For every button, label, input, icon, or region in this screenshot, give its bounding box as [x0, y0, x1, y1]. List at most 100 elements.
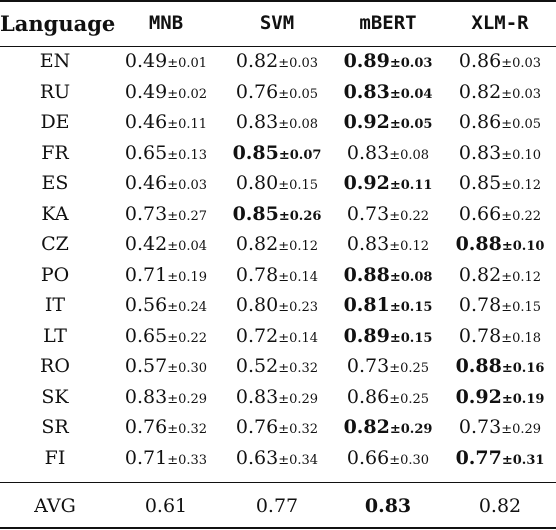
cell-stddev: ±0.30: [167, 361, 208, 377]
cell-value: 0.78: [235, 263, 279, 286]
cell-value: 0.73: [346, 355, 390, 378]
cell-value: 0.83: [346, 233, 390, 256]
cell-stddev: ±0.26: [278, 208, 322, 224]
cell-stddev: ±0.14: [278, 269, 319, 285]
cell-stddev: ±0.18: [501, 330, 542, 346]
avg-mnb: 0.61: [144, 495, 188, 517]
cell-stddev: ±0.25: [389, 361, 430, 377]
cell-stddev: ±0.32: [278, 361, 319, 377]
header-xlm-r: XLM-R: [471, 12, 529, 34]
cell-stddev: ±0.23: [278, 300, 319, 316]
row-language: RU: [39, 80, 71, 103]
row-language: PO: [40, 263, 70, 286]
cell-value: 0.66: [458, 202, 502, 225]
cell-stddev: ±0.15: [389, 330, 433, 346]
cell-stddev: ±0.19: [167, 269, 208, 285]
cell-svm: 0.80±0.23: [222, 290, 332, 321]
cell-stddev: ±0.14: [278, 330, 319, 346]
cell-mbert: 0.89±0.03: [332, 46, 444, 77]
cell-stddev: ±0.19: [501, 391, 545, 407]
table-row: DE 0.46±0.11 0.83±0.08 0.92±0.05 0.86±0.05: [0, 107, 556, 138]
cell-xlm-r: 0.92±0.19: [444, 382, 556, 413]
cell-value: 0.46: [124, 172, 168, 195]
cell-value: 0.83: [346, 141, 390, 164]
cell-value: 0.89: [343, 50, 390, 73]
cell-stddev: ±0.11: [389, 178, 433, 194]
cell-value: 0.85: [458, 172, 502, 195]
cell-stddev: ±0.05: [389, 117, 433, 133]
cell-value: 0.65: [124, 141, 168, 164]
cell-xlm-r: 0.78±0.18: [444, 321, 556, 352]
cell-value: 0.77: [455, 446, 502, 469]
cell-xlm-r: 0.82±0.03: [444, 77, 556, 108]
cell-stddev: ±0.32: [167, 422, 208, 438]
avg-xlm-r: 0.82: [478, 495, 522, 517]
cell-stddev: ±0.29: [167, 391, 208, 407]
cell-svm: 0.52±0.32: [222, 351, 332, 382]
bottom-rule: [0, 527, 556, 529]
cell-mnb: 0.65±0.22: [110, 321, 222, 352]
cell-value: 0.65: [124, 324, 168, 347]
cell-value: 0.92: [343, 172, 390, 195]
cell-mnb: 0.57±0.30: [110, 351, 222, 382]
cell-xlm-r: 0.82±0.12: [444, 260, 556, 291]
cell-mbert: 0.83±0.12: [332, 229, 444, 260]
cell-stddev: ±0.15: [501, 300, 542, 316]
row-language: SK: [41, 385, 69, 408]
avg-mbert: 0.83: [364, 495, 412, 517]
cell-value: 0.81: [343, 294, 390, 317]
cell-stddev: ±0.03: [501, 56, 542, 72]
cell-value: 0.82: [343, 416, 390, 439]
row-language: DE: [40, 111, 70, 134]
cell-stddev: ±0.03: [167, 178, 208, 194]
cell-xlm-r: 0.78±0.15: [444, 290, 556, 321]
table-body: EN 0.49±0.01 0.82±0.03 0.89±0.03 0.86±0.03 RU…: [0, 46, 556, 529]
cell-value: 0.92: [455, 385, 502, 408]
cell-xlm-r: 0.83±0.10: [444, 138, 556, 169]
cell-xlm-r: 0.88±0.16: [444, 351, 556, 382]
table-row: SK 0.83±0.29 0.83±0.29 0.86±0.25 0.92±0.19: [0, 382, 556, 413]
cell-svm: 0.76±0.32: [222, 412, 332, 443]
cell-value: 0.52: [235, 355, 279, 378]
cell-stddev: ±0.05: [501, 117, 542, 133]
avg-svm: 0.77: [255, 495, 299, 517]
cell-value: 0.89: [343, 324, 390, 347]
avg-rule: [0, 482, 556, 483]
cell-value: 0.78: [458, 294, 502, 317]
cell-stddev: ±0.34: [278, 452, 319, 468]
cell-stddev: ±0.12: [501, 178, 542, 194]
cell-value: 0.73: [458, 416, 502, 439]
cell-svm: 0.82±0.12: [222, 229, 332, 260]
cell-svm: 0.76±0.05: [222, 77, 332, 108]
cell-xlm-r: 0.88±0.10: [444, 229, 556, 260]
cell-stddev: ±0.08: [278, 117, 319, 133]
cell-svm: 0.85±0.07: [222, 138, 332, 169]
cell-svm: 0.80±0.15: [222, 168, 332, 199]
cell-mbert: 0.82±0.29: [332, 412, 444, 443]
cell-stddev: ±0.30: [389, 452, 430, 468]
cell-value: 0.49: [124, 50, 168, 73]
cell-stddev: ±0.25: [389, 391, 430, 407]
cell-value: 0.83: [343, 80, 390, 103]
cell-mnb: 0.73±0.27: [110, 199, 222, 230]
cell-mbert: 0.73±0.22: [332, 199, 444, 230]
cell-value: 0.72: [235, 324, 279, 347]
cell-value: 0.76: [235, 416, 279, 439]
cell-value: 0.80: [235, 172, 279, 195]
cell-svm: 0.72±0.14: [222, 321, 332, 352]
cell-stddev: ±0.10: [501, 239, 545, 255]
cell-stddev: ±0.29: [389, 422, 433, 438]
cell-mbert: 0.92±0.11: [332, 168, 444, 199]
table-row: RO 0.57±0.30 0.52±0.32 0.73±0.25 0.88±0.16: [0, 351, 556, 382]
table-row: SR 0.76±0.32 0.76±0.32 0.82±0.29 0.73±0.29: [0, 412, 556, 443]
row-language: EN: [39, 50, 71, 73]
cell-mnb: 0.46±0.03: [110, 168, 222, 199]
cell-mbert: 0.88±0.08: [332, 260, 444, 291]
row-language: KA: [41, 202, 69, 225]
cell-stddev: ±0.31: [501, 452, 545, 468]
cell-stddev: ±0.12: [389, 239, 430, 255]
row-language: LT: [43, 324, 67, 347]
cell-value: 0.85: [232, 141, 279, 164]
cell-xlm-r: 0.86±0.05: [444, 107, 556, 138]
